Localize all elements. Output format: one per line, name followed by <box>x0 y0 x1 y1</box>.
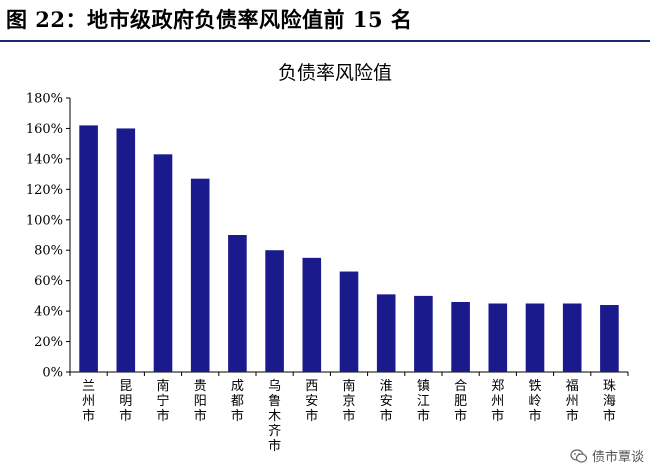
bar <box>562 303 582 372</box>
x-tick-label: 昆明市 <box>119 379 132 424</box>
x-tick-label: 郑州市 <box>491 379 504 424</box>
bar <box>153 154 173 372</box>
x-tick-label: 淮安市 <box>380 379 393 424</box>
y-tick-label: 100% <box>26 213 63 228</box>
bar <box>488 303 508 372</box>
x-tick-label: 铁岭市 <box>528 379 541 424</box>
figure-heading: 图 22：地市级政府负债率风险值前 15 名 <box>6 7 413 32</box>
bar <box>339 271 359 372</box>
heading-rule <box>0 40 650 42</box>
x-tick-label: 兰州市 <box>82 379 95 424</box>
x-tick-label: 珠海市 <box>603 379 616 424</box>
x-tick-label: 成都市 <box>231 379 244 424</box>
bar <box>228 235 247 372</box>
x-tick-label: 南京市 <box>342 378 355 424</box>
y-tick-label: 180% <box>26 92 63 107</box>
y-axis: 0% 20% 40% 60% 80% 100% 120% 140% 160% 180% <box>26 92 71 381</box>
bar <box>414 295 433 372</box>
bar <box>302 257 322 372</box>
y-tick-label: 80% <box>34 244 63 259</box>
x-tick-label: 南宁市 <box>156 378 169 424</box>
chart-title: 负债率风险值 <box>278 62 392 84</box>
y-tick-label: 120% <box>26 183 63 198</box>
x-tick-label: 贵阳市 <box>194 379 207 424</box>
x-tick-label: 乌鲁木齐市 <box>268 378 281 454</box>
bar <box>116 128 136 372</box>
y-tick-label: 40% <box>34 305 63 320</box>
x-tick-label: 镇江市 <box>417 379 430 424</box>
bar <box>190 178 210 372</box>
x-tick-label: 合肥市 <box>454 379 467 424</box>
watermark-text: 债市覃谈 <box>591 450 644 465</box>
y-tick-label: 60% <box>34 274 63 289</box>
bar <box>265 250 284 372</box>
watermark: 债市覃谈 <box>570 446 644 465</box>
y-tick-label: 140% <box>26 152 63 167</box>
x-tick-label: 西安市 <box>305 379 318 424</box>
bars <box>79 125 619 373</box>
bar <box>79 125 98 373</box>
y-tick-label: 0% <box>42 366 63 381</box>
bar <box>451 301 470 372</box>
wechat-icon <box>570 448 588 463</box>
y-tick-label: 160% <box>26 122 63 137</box>
y-tick-label: 20% <box>34 335 63 350</box>
x-axis: 兰州市 昆明市 南宁市 贵阳市 成都市 乌鲁木齐市 西安市 南京市 淮安市 镇江市 合肥市 郑州市 铁岭… <box>69 371 629 454</box>
x-tick-label: 福州市 <box>566 379 579 424</box>
bar <box>525 303 545 372</box>
bar <box>600 305 619 372</box>
bar <box>376 294 396 372</box>
